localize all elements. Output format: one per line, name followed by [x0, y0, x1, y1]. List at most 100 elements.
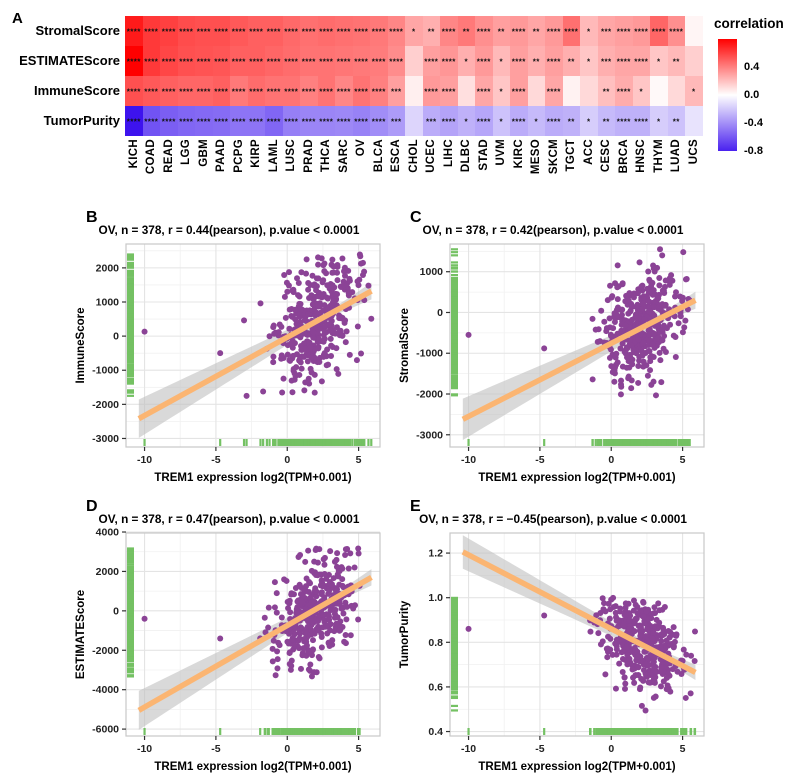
heatmap-cell	[580, 76, 598, 106]
significance-stars: ****	[301, 87, 316, 97]
significance-stars: *	[586, 57, 591, 67]
heatmap-cell: *	[492, 46, 510, 76]
heatmap-cell: ****	[195, 76, 213, 106]
significance-stars: **	[532, 27, 540, 37]
heatmap-cell: ****	[317, 46, 335, 76]
heatmap-cell: ****	[212, 106, 230, 136]
significance-stars: ****	[441, 87, 456, 97]
significance-stars: ****	[196, 87, 211, 97]
significance-stars: ****	[476, 27, 491, 37]
heatmap-cell: *	[632, 76, 650, 106]
x-tick-label: 5	[356, 454, 362, 466]
heatmap-cell: ****	[650, 16, 668, 46]
significance-stars: ****	[144, 57, 159, 67]
significance-stars: ****	[354, 57, 369, 67]
significance-stars: ****	[249, 117, 264, 127]
column-label: HNSC	[635, 139, 648, 173]
significance-stars: **	[672, 117, 680, 127]
significance-stars: ****	[511, 87, 526, 97]
heatmap-row: StromalScore **** **** **** **** **** **** ****…	[6, 16, 703, 46]
significance-stars: ***	[390, 117, 402, 127]
panel-e-figure: E OV, n = 378, r = −0.45(pearson), p.val…	[394, 494, 712, 782]
y-tick-label: -4000	[92, 684, 119, 696]
heatmap-cell: ****	[300, 106, 318, 136]
x-tick-label: 5	[680, 454, 686, 466]
significance-stars: ****	[214, 57, 229, 67]
column-label: LUSC	[285, 139, 298, 172]
significance-stars: *	[534, 117, 538, 127]
heatmap-cell: ****	[335, 106, 353, 136]
y-tick-label: -1000	[92, 365, 119, 377]
heatmap-cell: ****	[475, 46, 493, 76]
heatmap-cell: ****	[317, 106, 335, 136]
column-label: MESO	[530, 139, 543, 175]
panel-c-label: C	[410, 209, 422, 226]
heatmap-cell: **	[562, 46, 580, 76]
y-tick-label: 0.6	[428, 681, 443, 693]
heatmap-cell: **	[667, 46, 685, 76]
x-tick-label: -5	[211, 743, 220, 755]
significance-stars: ****	[301, 57, 316, 67]
heatmap-row-label: TumorPurity	[43, 113, 120, 128]
colorbar-tick-label: -0.4	[744, 117, 763, 129]
y-axis-title: ImmuneScore	[75, 307, 87, 383]
significance-stars: ****	[546, 87, 561, 97]
significance-stars: ****	[231, 87, 246, 97]
significance-stars: *	[411, 27, 416, 37]
y-axis-title: TumorPurity	[399, 600, 411, 668]
heatmap-cell: ****	[667, 16, 685, 46]
heatmap-cell: ****	[562, 16, 580, 46]
significance-stars: ****	[284, 87, 299, 97]
column-label: KIRP	[250, 139, 263, 168]
significance-stars: ****	[231, 57, 246, 67]
column-label: STAD	[477, 139, 490, 171]
heatmap-cell: *	[650, 106, 668, 136]
heatmap-cell: ****	[195, 16, 213, 46]
panel-c-title: OV, n = 378, r = 0.42(pearson), p.value …	[422, 223, 684, 237]
heatmap-cell: ****	[545, 46, 563, 76]
heatmap-cell	[685, 46, 703, 76]
x-axis-title: TREM1 expression log2(TPM+0.001)	[154, 472, 351, 484]
significance-stars: ****	[126, 117, 141, 127]
significance-stars: **	[567, 117, 575, 127]
column-label: PCPG	[232, 139, 245, 173]
column-label: LUAD	[670, 139, 683, 173]
heatmap-cell: ****	[230, 106, 248, 136]
heatmap-cell: ****	[352, 46, 370, 76]
heatmap-cell: ****	[370, 76, 388, 106]
column-label: KIRC	[512, 139, 525, 169]
heatmap-cell: ****	[545, 76, 563, 106]
panel-e-plot: -10 -5 0 5 1.2 1.0 0.8 0.6 0.4 TREM1 expression l…	[399, 532, 705, 773]
significance-stars: ***	[425, 117, 437, 127]
significance-stars: ****	[231, 27, 246, 37]
significance-stars: ****	[564, 27, 579, 37]
heatmap-cell: ****	[212, 16, 230, 46]
x-tick-label: -10	[137, 454, 152, 466]
colorbar-row: 0.4 0.0 -0.4 -0.8	[714, 39, 792, 157]
significance-stars: **	[462, 27, 470, 37]
heatmap-cell: ****	[282, 46, 300, 76]
y-tick-label: -2000	[92, 399, 119, 411]
heatmap-cell: ****	[265, 46, 283, 76]
y-tick-label: 0	[113, 605, 119, 617]
significance-stars: ****	[319, 117, 334, 127]
y-tick-label: 1.0	[428, 592, 443, 604]
significance-stars: ****	[336, 87, 351, 97]
significance-stars: *	[586, 117, 591, 127]
significance-stars: ****	[511, 27, 526, 37]
significance-stars: ****	[371, 27, 386, 37]
significance-stars: ****	[634, 57, 649, 67]
heatmap-cell: **	[422, 16, 440, 46]
heatmap-cell: ****	[510, 76, 528, 106]
significance-stars: ****	[319, 87, 334, 97]
significance-stars: ****	[249, 57, 264, 67]
y-tick-label: -6000	[92, 724, 119, 736]
significance-stars: ****	[126, 27, 141, 37]
colorbar-tick-label: 0.0	[744, 89, 760, 101]
column-label: UCEC	[425, 139, 438, 173]
x-tick-label: -10	[461, 454, 476, 466]
column-label: THYM	[652, 139, 665, 173]
heatmap-cell	[667, 76, 685, 106]
heatmap-cell	[685, 106, 703, 136]
column-label: PRAD	[302, 139, 315, 173]
